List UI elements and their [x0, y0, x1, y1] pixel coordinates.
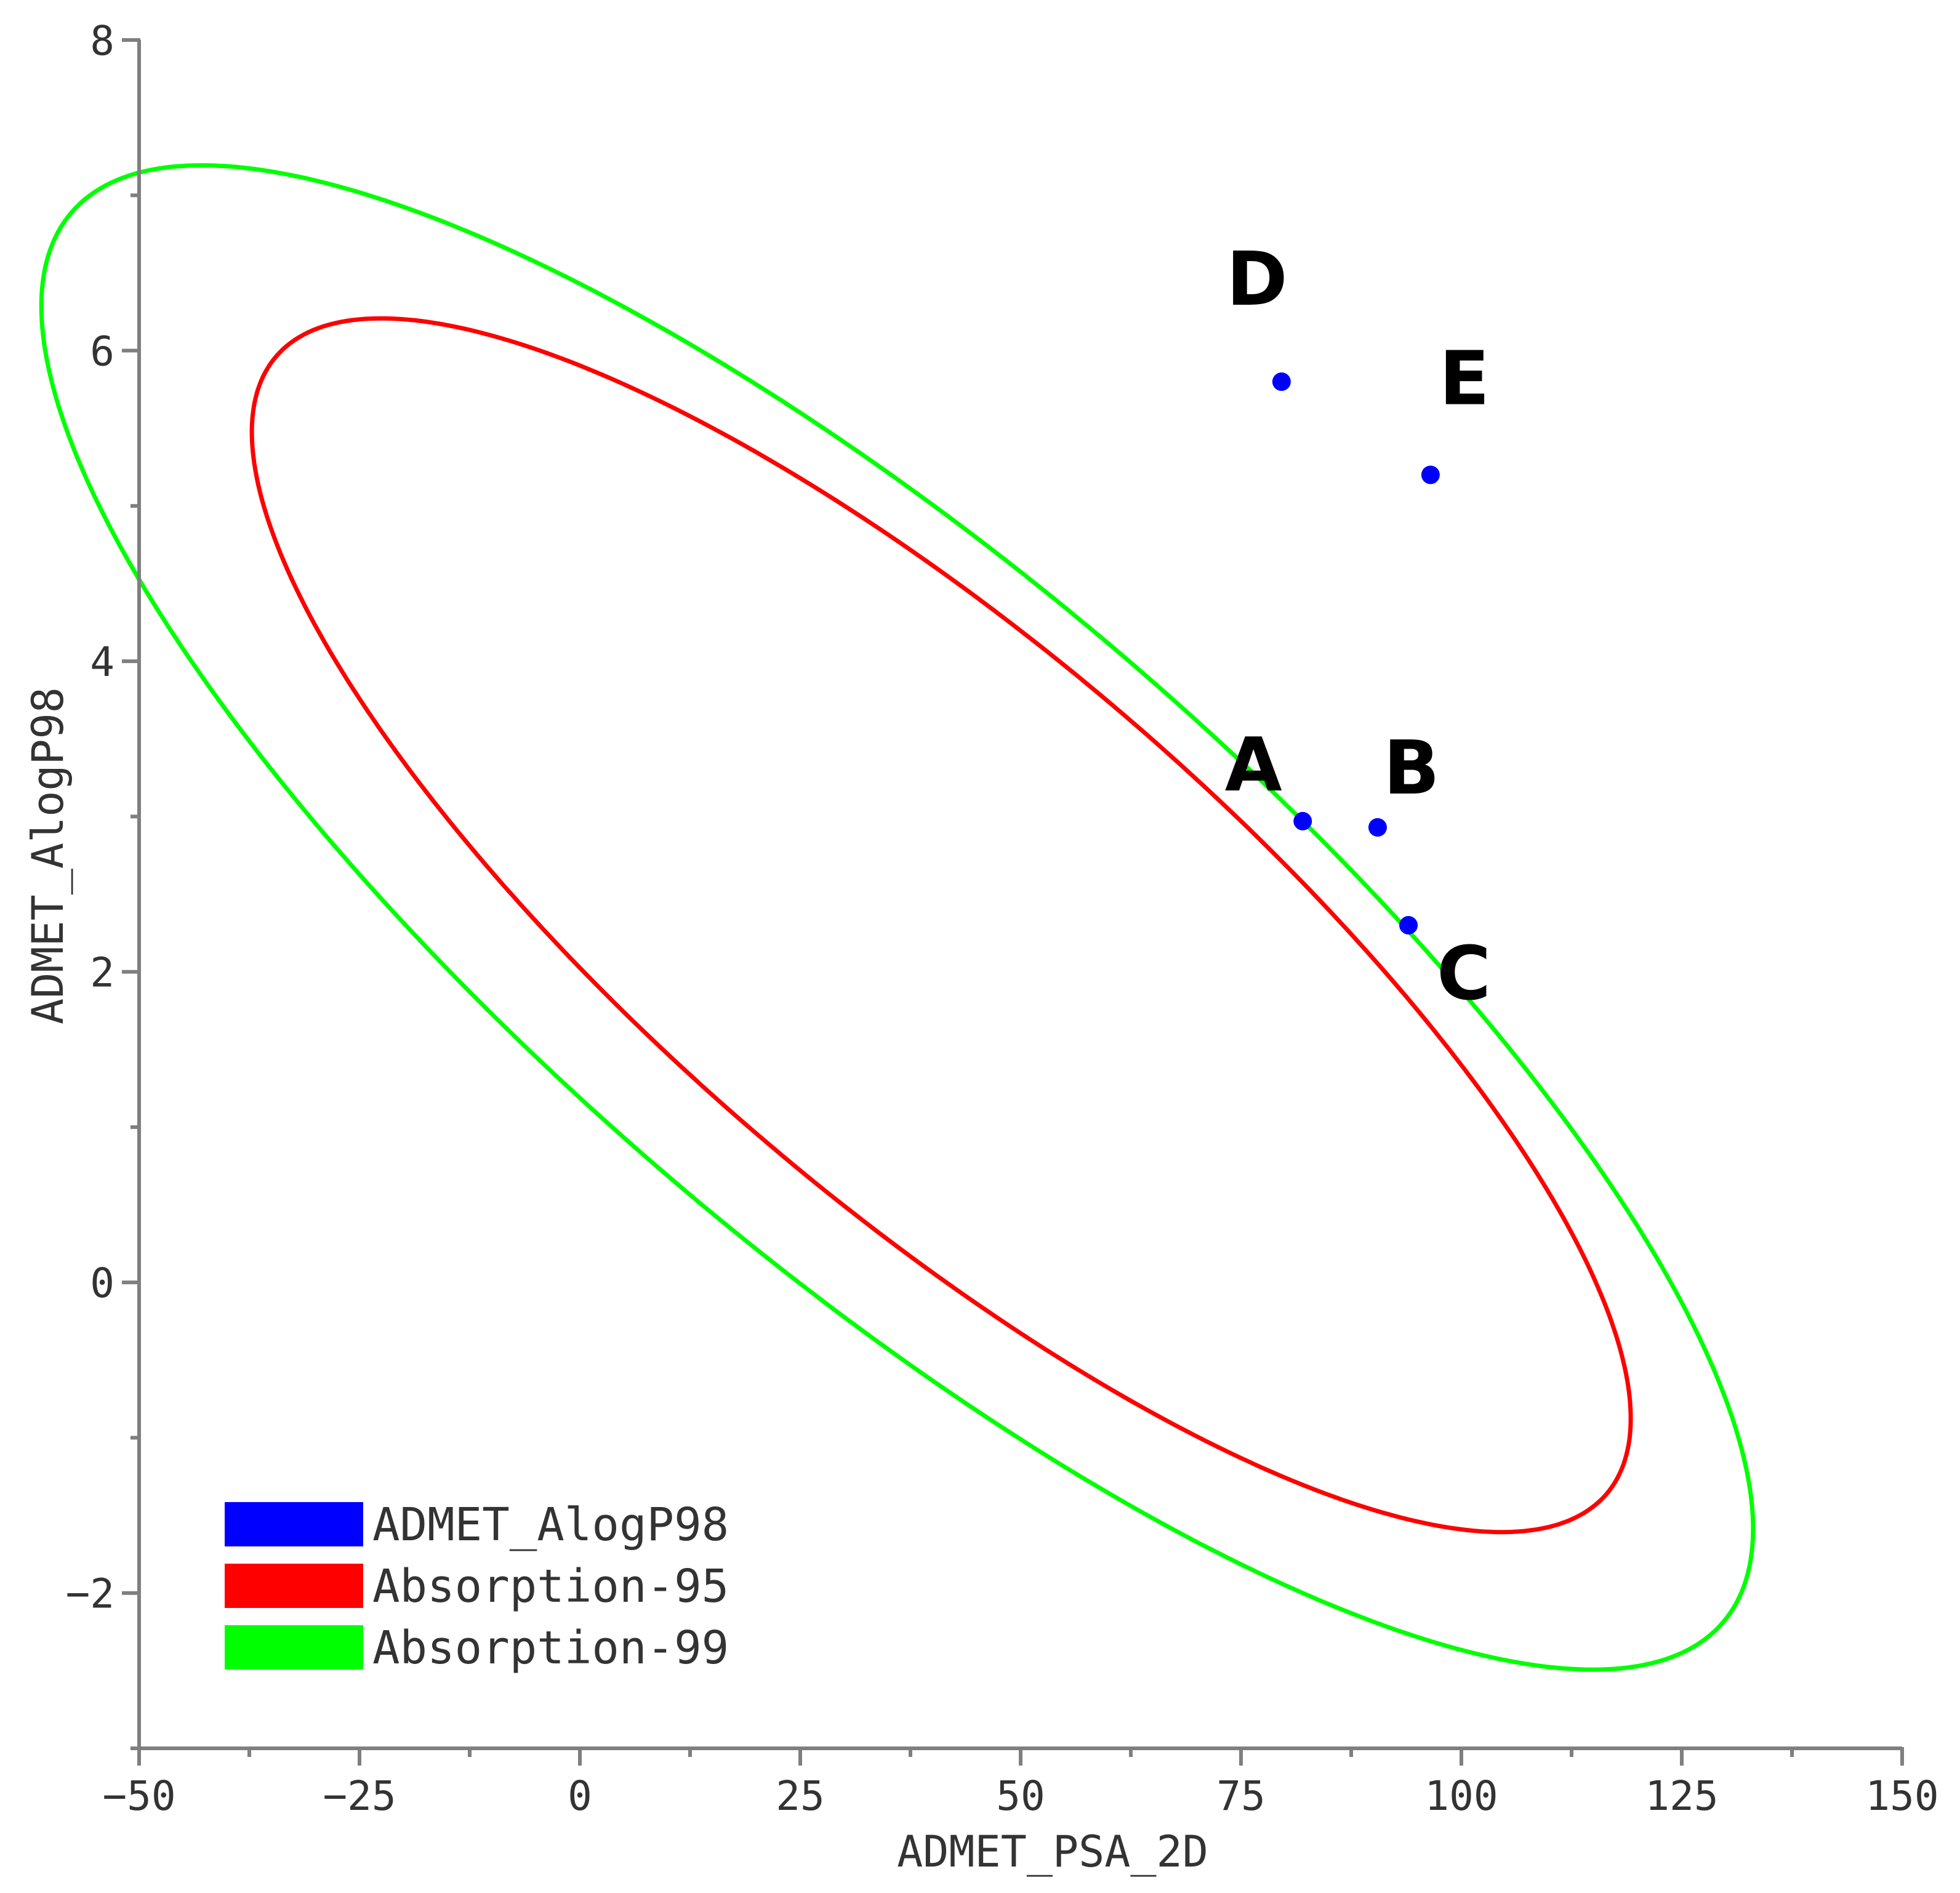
y-tick-label: 6 [90, 328, 114, 376]
x-axis-title: ADMET_PSA_2D [897, 1827, 1208, 1877]
data-point-e [1421, 465, 1440, 484]
absorption-95-ellipse [249, 316, 1633, 1535]
y-tick-label: 0 [90, 1260, 114, 1307]
y-tick-label: −2 [66, 1570, 114, 1618]
points-layer [1272, 372, 1440, 934]
y-tick-label: 2 [90, 949, 114, 997]
legend-label-3: Absorption-99 [372, 1622, 729, 1674]
point-labels-layer: A B C D E [1225, 237, 1491, 1017]
legend-swatch-3 [225, 1625, 363, 1670]
point-label-a: A [1225, 723, 1282, 808]
y-tick-label: 8 [90, 17, 114, 65]
data-point-d [1272, 372, 1291, 391]
point-label-c: C [1437, 931, 1491, 1017]
legend-swatch-2 [225, 1564, 363, 1608]
data-point-a [1293, 811, 1312, 830]
x-tick-label: −25 [323, 1772, 396, 1820]
x-tick-label: 150 [1865, 1772, 1938, 1820]
y-axis-title: ADMET_AlogP98 [23, 687, 73, 1024]
point-label-e: E [1439, 336, 1490, 422]
point-label-d: D [1226, 237, 1288, 323]
legend: ADMET_AlogP98 Absorption-95 Absorption-99 [225, 1498, 729, 1674]
x-tick-label: 100 [1424, 1772, 1498, 1820]
legend-label-2: Absorption-95 [372, 1560, 729, 1613]
axes: −50 −25 0 25 50 75 100 125 150 −2 0 2 4 6 8 [66, 17, 1939, 1820]
absorption-99-ellipse [39, 163, 1756, 1672]
x-tick-label: 125 [1645, 1772, 1718, 1820]
x-tick-label: −50 [102, 1772, 175, 1820]
ellipse-layer [39, 163, 1756, 1672]
y-tick-label: 4 [90, 638, 114, 686]
point-label-b: B [1383, 726, 1439, 811]
legend-swatch-1 [225, 1502, 363, 1546]
data-point-b [1368, 818, 1387, 837]
x-tick-label: 50 [996, 1772, 1045, 1820]
legend-label-1: ADMET_AlogP98 [372, 1498, 729, 1551]
data-point-c [1399, 915, 1418, 934]
x-tick-label: 25 [776, 1772, 824, 1820]
x-tick-label: 0 [568, 1772, 592, 1820]
x-ticks: −50 −25 0 25 50 75 100 125 150 [102, 1747, 1939, 1820]
x-tick-label: 75 [1216, 1772, 1265, 1820]
y-ticks: −2 0 2 4 6 8 [66, 17, 140, 1750]
